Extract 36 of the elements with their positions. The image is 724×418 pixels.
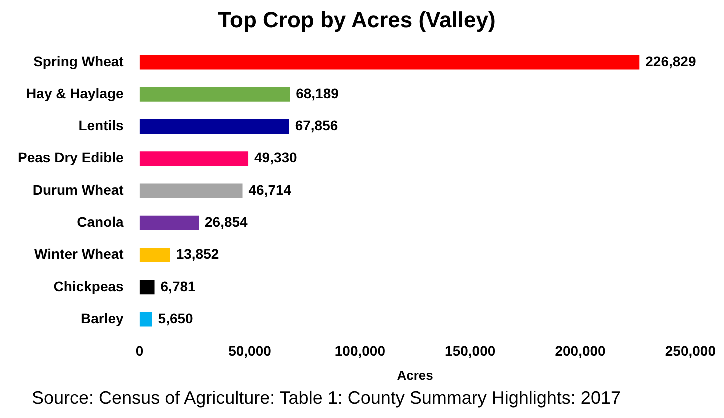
data-label: 67,856 (295, 118, 338, 134)
x-tick-label: 200,000 (555, 342, 606, 359)
x-tick-label: 250,000 (665, 342, 716, 359)
data-label: 6,781 (160, 278, 196, 294)
y-tick-label: Peas Dry Edible (18, 150, 124, 166)
y-tick-label: Lentils (78, 118, 124, 134)
y-tick-label: Durum Wheat (32, 182, 124, 198)
bar (140, 87, 290, 102)
x-tick-label: 100,000 (334, 342, 386, 359)
y-tick-label: Spring Wheat (34, 53, 124, 70)
bar (140, 152, 249, 166)
data-label: 26,854 (205, 214, 248, 230)
y-tick-label: Canola (77, 214, 124, 230)
x-tick-label: 50,000 (228, 342, 272, 359)
data-label: 68,189 (296, 85, 340, 102)
y-tick-label: Barley (81, 310, 124, 326)
y-tick-label: Hay & Haylage (26, 85, 124, 102)
bar (140, 55, 640, 70)
x-tick-label: 0 (136, 342, 144, 359)
data-label: 46,714 (248, 182, 292, 198)
data-label: 5,650 (158, 310, 194, 326)
bar (140, 216, 199, 230)
data-label: 13,852 (176, 246, 220, 262)
chart-title: Top Crop by Acres (Valley) (218, 7, 496, 32)
data-label: 226,829 (646, 53, 696, 70)
bar (140, 312, 152, 327)
data-label: 49,330 (254, 150, 298, 166)
y-tick-label: Chickpeas (54, 278, 124, 294)
bar (140, 184, 243, 198)
y-tick-label: Winter Wheat (34, 246, 124, 262)
x-tick-label: 150,000 (445, 342, 496, 359)
source-note: Source: Census of Agriculture: Table 1: County Summary Highlights: 2017 (31, 388, 622, 409)
bar (140, 248, 170, 262)
bar (140, 120, 290, 134)
bar (140, 280, 155, 295)
x-axis-title: Acres (397, 368, 434, 383)
